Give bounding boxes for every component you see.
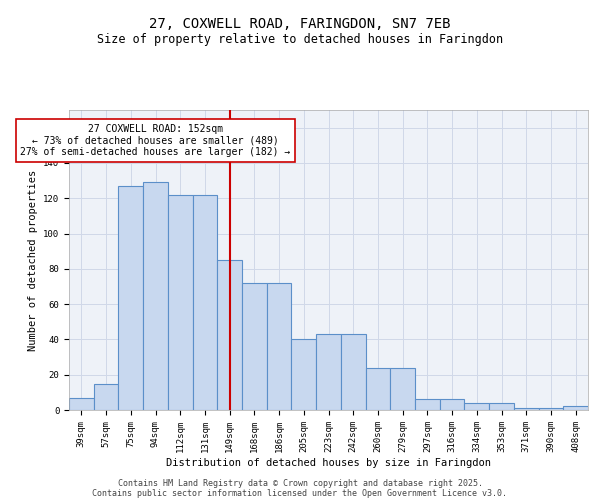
Bar <box>440 400 464 410</box>
Bar <box>193 194 217 410</box>
Bar <box>341 334 365 410</box>
Bar <box>539 408 563 410</box>
Y-axis label: Number of detached properties: Number of detached properties <box>28 170 38 350</box>
Text: Contains HM Land Registry data © Crown copyright and database right 2025.: Contains HM Land Registry data © Crown c… <box>118 478 482 488</box>
Bar <box>489 403 514 410</box>
Bar <box>217 260 242 410</box>
Bar <box>365 368 390 410</box>
Bar <box>267 283 292 410</box>
Bar <box>143 182 168 410</box>
Bar <box>118 186 143 410</box>
Bar <box>242 283 267 410</box>
Bar <box>94 384 118 410</box>
Bar <box>168 194 193 410</box>
Text: 27, COXWELL ROAD, FARINGDON, SN7 7EB: 27, COXWELL ROAD, FARINGDON, SN7 7EB <box>149 18 451 32</box>
Bar <box>316 334 341 410</box>
Bar <box>563 406 588 410</box>
Bar <box>69 398 94 410</box>
Text: Contains public sector information licensed under the Open Government Licence v3: Contains public sector information licen… <box>92 488 508 498</box>
Text: 27 COXWELL ROAD: 152sqm
← 73% of detached houses are smaller (489)
27% of semi-d: 27 COXWELL ROAD: 152sqm ← 73% of detache… <box>20 124 290 158</box>
Bar <box>415 400 440 410</box>
Text: Size of property relative to detached houses in Faringdon: Size of property relative to detached ho… <box>97 32 503 46</box>
X-axis label: Distribution of detached houses by size in Faringdon: Distribution of detached houses by size … <box>166 458 491 468</box>
Bar <box>514 408 539 410</box>
Bar <box>292 340 316 410</box>
Bar <box>390 368 415 410</box>
Bar <box>464 403 489 410</box>
